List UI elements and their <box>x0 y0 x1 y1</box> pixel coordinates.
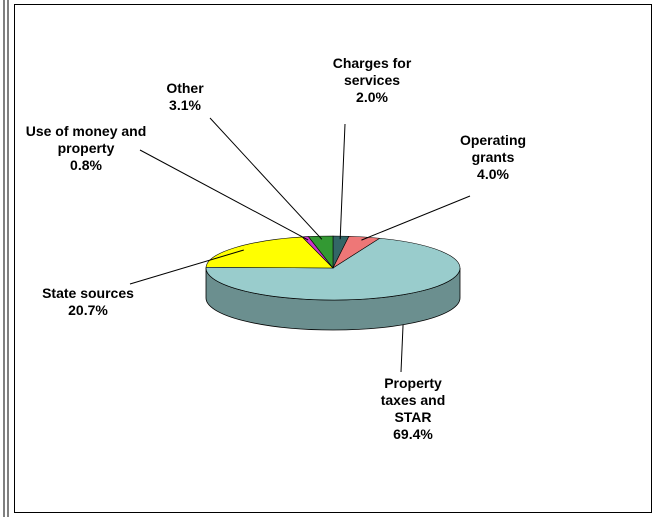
category-label: Operating grants <box>459 132 527 165</box>
slice-label: State sources 20.7% <box>13 285 163 319</box>
pie-slice <box>205 236 334 269</box>
plot-border <box>14 4 652 513</box>
value-label: 2.0% <box>356 89 388 105</box>
slice-label: Charges for services 2.0% <box>312 55 432 106</box>
pie-slice <box>205 237 461 301</box>
leader-line <box>129 249 244 285</box>
value-label: 69.4% <box>393 426 433 442</box>
leader-line <box>139 149 309 241</box>
category-label: State sources <box>42 285 134 301</box>
category-label: Other <box>166 80 204 96</box>
leader-line <box>400 324 404 373</box>
value-label: 20.7% <box>68 302 108 318</box>
slice-label: Property taxes and STAR 69.4% <box>368 375 458 443</box>
category-label: Property taxes and STAR <box>380 375 446 425</box>
pie <box>205 235 461 331</box>
leader-line <box>339 123 346 240</box>
value-label: 4.0% <box>477 166 509 182</box>
value-label: 3.1% <box>169 97 201 113</box>
leader-lines <box>129 117 471 373</box>
category-label: Charges for services <box>332 55 412 88</box>
leader-line <box>209 117 323 240</box>
slice-label: Operating grants 4.0% <box>438 132 548 183</box>
category-label: Use of money and property <box>25 123 147 156</box>
leader-line <box>361 195 471 241</box>
value-label: 0.8% <box>70 157 102 173</box>
slice-label: Other 3.1% <box>155 80 215 114</box>
slice-label: Use of money and property 0.8% <box>11 123 161 174</box>
pie-slice <box>307 235 334 269</box>
